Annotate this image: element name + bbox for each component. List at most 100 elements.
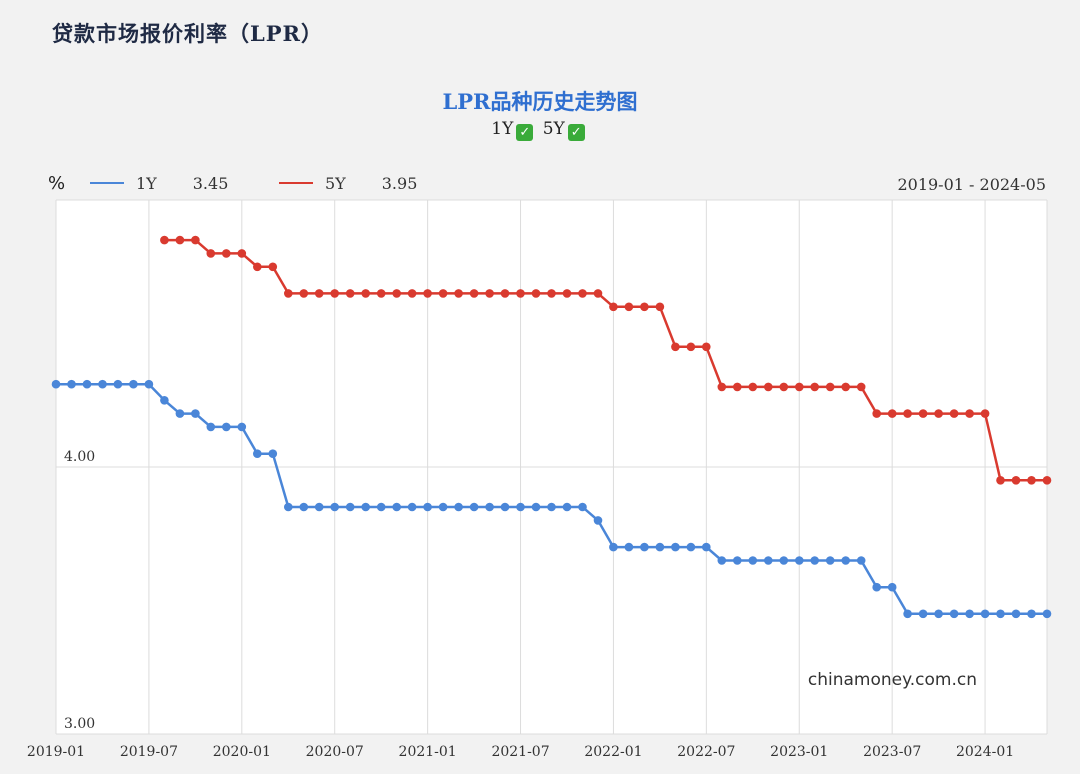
point-5Y-2021-02 [438,289,448,298]
point-1Y-2019-11 [206,422,216,432]
point-1Y-2022-05 [671,542,680,552]
page-title: 贷款市场报价利率（LPR） [52,21,324,46]
toggle-5y-label: 5Y [542,119,565,139]
point-1Y-2019-07 [144,379,154,389]
point-1Y-2024-02 [996,609,1005,619]
point-5Y-2020-02 [252,262,262,272]
point-1Y-2020-07 [330,502,340,512]
point-5Y-2024-05 [1042,476,1052,485]
point-1Y-2021-03 [454,502,463,512]
point-1Y-2019-12 [222,422,231,432]
point-1Y-2019-05 [113,379,123,389]
point-5Y-2023-12 [965,409,974,418]
point-5Y-2022-08 [717,382,727,392]
point-5Y-2021-07 [516,289,525,298]
point-1Y-2019-10 [191,409,200,418]
point-1Y-2024-05 [1042,609,1052,619]
point-1Y-2023-05 [856,556,866,565]
point-5Y-2021-05 [485,289,494,298]
legend-item-5y[interactable]: 5Y 3.95 [279,174,417,193]
series-toggles: 1Y ✓ 5Y ✓ [0,119,1080,141]
y-tick-label-3.00: 3.00 [64,716,95,732]
x-tick-label-2021-01: 2021-01 [399,744,457,760]
point-1Y-2020-04 [284,502,293,512]
point-5Y-2023-05 [856,382,866,392]
point-1Y-2022-08 [717,556,727,565]
point-5Y-2020-01 [237,249,247,258]
point-5Y-2022-12 [779,382,789,392]
x-tick-label-2020-07: 2020-07 [306,744,364,760]
point-1Y-2023-08 [903,609,912,619]
point-1Y-2020-10 [376,502,386,512]
toggle-5y-checkbox[interactable]: ✓ [567,124,585,141]
point-1Y-2021-12 [593,516,603,525]
point-5Y-2020-10 [376,289,386,298]
point-1Y-2023-01 [795,556,804,565]
point-5Y-2019-08 [160,235,169,245]
point-5Y-2024-03 [1011,476,1021,485]
x-tick-label-2023-07: 2023-07 [863,744,921,760]
point-5Y-2024-01 [980,409,990,418]
point-1Y-2020-01 [237,422,247,432]
point-5Y-2022-04 [655,302,665,312]
point-1Y-2024-03 [1011,609,1021,619]
legend-value-5y: 3.95 [381,174,418,193]
x-tick-label-2022-01: 2022-01 [584,744,642,760]
legend-item-1y[interactable]: 1Y 3.45 [90,174,228,193]
y-unit-label: % [48,173,66,194]
point-1Y-2022-02 [624,542,634,552]
point-5Y-2023-01 [795,382,804,392]
point-1Y-2023-03 [825,556,835,565]
toggle-1y-label: 1Y [491,119,514,139]
legend-line-5y [279,182,313,184]
date-range: 2019-01 - 2024-05 [897,175,1046,194]
point-5Y-2020-03 [268,262,278,272]
x-tick-label-2021-07: 2021-07 [491,744,549,760]
point-1Y-2023-02 [810,556,819,565]
point-5Y-2023-09 [918,409,928,418]
point-1Y-2020-06 [314,502,324,512]
point-5Y-2019-10 [191,235,200,245]
x-tick-label-2024-01: 2024-01 [956,744,1014,760]
point-1Y-2021-01 [423,502,432,512]
point-5Y-2023-06 [872,409,881,418]
point-5Y-2023-11 [949,409,959,418]
point-1Y-2021-10 [562,502,572,512]
point-1Y-2019-02 [67,379,76,389]
point-1Y-2020-09 [361,502,371,512]
point-1Y-2019-03 [82,379,92,389]
point-1Y-2021-05 [485,502,494,512]
point-1Y-2022-04 [655,542,665,552]
point-5Y-2022-11 [764,382,773,392]
point-1Y-2019-09 [175,409,185,418]
point-1Y-2023-11 [949,609,959,619]
point-1Y-2020-02 [252,449,262,459]
point-5Y-2022-09 [733,382,742,392]
point-5Y-2019-12 [222,249,231,258]
x-tick-label-2023-01: 2023-01 [770,744,828,760]
point-5Y-2021-03 [454,289,463,298]
point-1Y-2022-12 [779,556,789,565]
point-1Y-2023-12 [965,609,974,619]
point-5Y-2022-02 [624,302,634,312]
point-5Y-2023-07 [887,409,897,418]
legend-name-1y: 1Y [136,174,157,193]
point-1Y-2021-09 [547,502,556,512]
point-5Y-2022-07 [702,342,711,352]
point-5Y-2020-11 [392,289,402,298]
point-5Y-2020-07 [330,289,340,298]
point-5Y-2024-04 [1027,476,1036,485]
point-1Y-2020-05 [299,502,309,512]
point-5Y-2020-09 [361,289,371,298]
legend-line-1y [90,182,124,184]
point-1Y-2023-09 [918,609,928,619]
point-5Y-2023-10 [934,409,943,418]
toggle-1y-checkbox[interactable]: ✓ [516,124,534,141]
point-1Y-2024-04 [1027,609,1036,619]
point-5Y-2020-04 [284,289,293,298]
point-5Y-2023-03 [825,382,835,392]
x-tick-label-2022-07: 2022-07 [677,744,735,760]
point-1Y-2022-01 [609,542,618,552]
point-5Y-2022-06 [686,342,696,352]
